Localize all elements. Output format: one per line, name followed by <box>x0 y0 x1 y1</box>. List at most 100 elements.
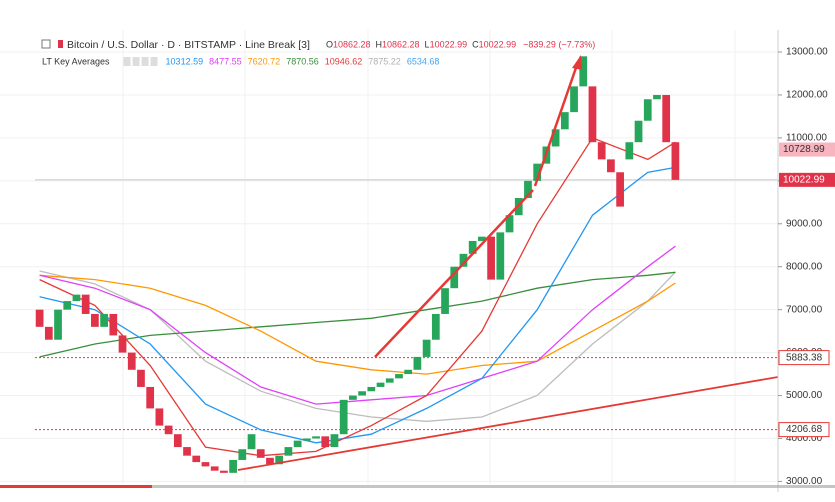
y-tick-label: 5000.00 <box>786 390 823 401</box>
progress-track <box>0 485 835 488</box>
brick <box>395 374 403 379</box>
brick <box>671 142 680 180</box>
brick <box>662 94 671 143</box>
indicator-button <box>123 57 131 66</box>
brick <box>183 447 191 456</box>
brick <box>127 352 136 370</box>
brick <box>653 94 661 100</box>
brick <box>616 172 624 207</box>
brick <box>210 466 219 471</box>
brick <box>349 395 357 400</box>
indicator-button <box>132 57 140 66</box>
brick <box>72 294 81 302</box>
trend-line <box>237 376 779 471</box>
brick <box>468 240 477 254</box>
title: Bitcoin / U.S. Dollar · D · BITSTAMP · L… <box>67 39 310 51</box>
legend: Bitcoin / U.S. Dollar · D · BITSTAMP · L… <box>41 39 595 66</box>
y-tick-label: 8000.00 <box>786 261 823 272</box>
brick <box>450 266 459 289</box>
brick <box>91 313 99 327</box>
brick <box>533 163 542 181</box>
brick <box>201 462 210 467</box>
brick <box>321 436 330 448</box>
ohlc-key: C <box>472 39 479 49</box>
brick <box>625 142 634 160</box>
indicator-value: 7620.72 <box>248 56 281 66</box>
price-label-box <box>779 142 835 157</box>
brick <box>137 369 145 387</box>
drawings <box>237 55 779 471</box>
bricks <box>35 56 680 473</box>
brick <box>431 313 440 340</box>
brick <box>376 382 385 387</box>
arrow-head <box>572 55 582 70</box>
level-label-box <box>778 350 830 366</box>
ohlc-value: 10862.28 <box>333 39 371 49</box>
indicator-button <box>150 57 158 66</box>
brick <box>220 470 228 473</box>
brick <box>588 86 597 143</box>
brick <box>404 369 413 375</box>
y-tick-label: 9000.00 <box>786 218 823 229</box>
brick <box>100 313 108 327</box>
progress-bar[interactable] <box>0 485 152 488</box>
brick <box>247 434 256 450</box>
ohlc-key: H <box>376 39 383 49</box>
brick <box>256 449 265 458</box>
moving-average <box>39 271 676 358</box>
brick <box>229 459 237 473</box>
brick <box>597 142 606 160</box>
brick <box>275 455 284 465</box>
indicator-value: 6534.68 <box>407 56 440 66</box>
brick <box>302 438 311 441</box>
brick <box>266 457 274 465</box>
level-label: 5883.38 <box>786 352 823 363</box>
brick <box>155 408 164 426</box>
moving-average <box>39 245 676 405</box>
brick <box>570 86 578 113</box>
ohlc-value: 10022.99 <box>430 39 468 49</box>
trend-arrow <box>533 61 580 187</box>
brick <box>441 288 449 314</box>
moving-average <box>39 166 676 444</box>
brick <box>35 309 44 327</box>
brick <box>524 180 532 199</box>
brick <box>339 399 348 435</box>
y-tick-label: 13000.00 <box>786 47 828 58</box>
brick <box>81 294 90 314</box>
grid <box>0 30 778 484</box>
brick <box>607 159 615 173</box>
indicator-value: 8477.55 <box>209 56 242 66</box>
brick <box>293 440 302 448</box>
brick <box>385 378 394 383</box>
levels <box>35 179 778 431</box>
price-label: 10022.99 <box>783 174 825 185</box>
brick <box>164 425 173 435</box>
brick <box>238 449 247 460</box>
indicator-value: 7870.56 <box>286 56 319 66</box>
brick <box>367 386 376 392</box>
brick <box>413 356 422 370</box>
y-tick-label: 4000.00 <box>786 433 823 444</box>
ohlc-value: 10022.99 <box>479 39 517 49</box>
brick <box>551 129 560 147</box>
brick <box>579 56 588 87</box>
brick <box>358 391 366 396</box>
brick <box>192 455 201 463</box>
price-label-box <box>779 172 835 187</box>
ohlc-value: 10862.28 <box>382 39 420 49</box>
brick <box>478 236 486 241</box>
symbol-icon <box>41 39 51 49</box>
brick <box>422 339 431 357</box>
brick <box>118 335 127 353</box>
brick <box>643 99 652 121</box>
brick <box>54 309 62 340</box>
y-tick-label: 12000.00 <box>786 90 828 101</box>
indicator-value: 10946.62 <box>325 56 363 66</box>
level-label-box <box>778 422 830 438</box>
indicator-name: LT Key Averages <box>42 56 110 66</box>
change-flag <box>58 40 63 48</box>
brick <box>284 447 293 456</box>
